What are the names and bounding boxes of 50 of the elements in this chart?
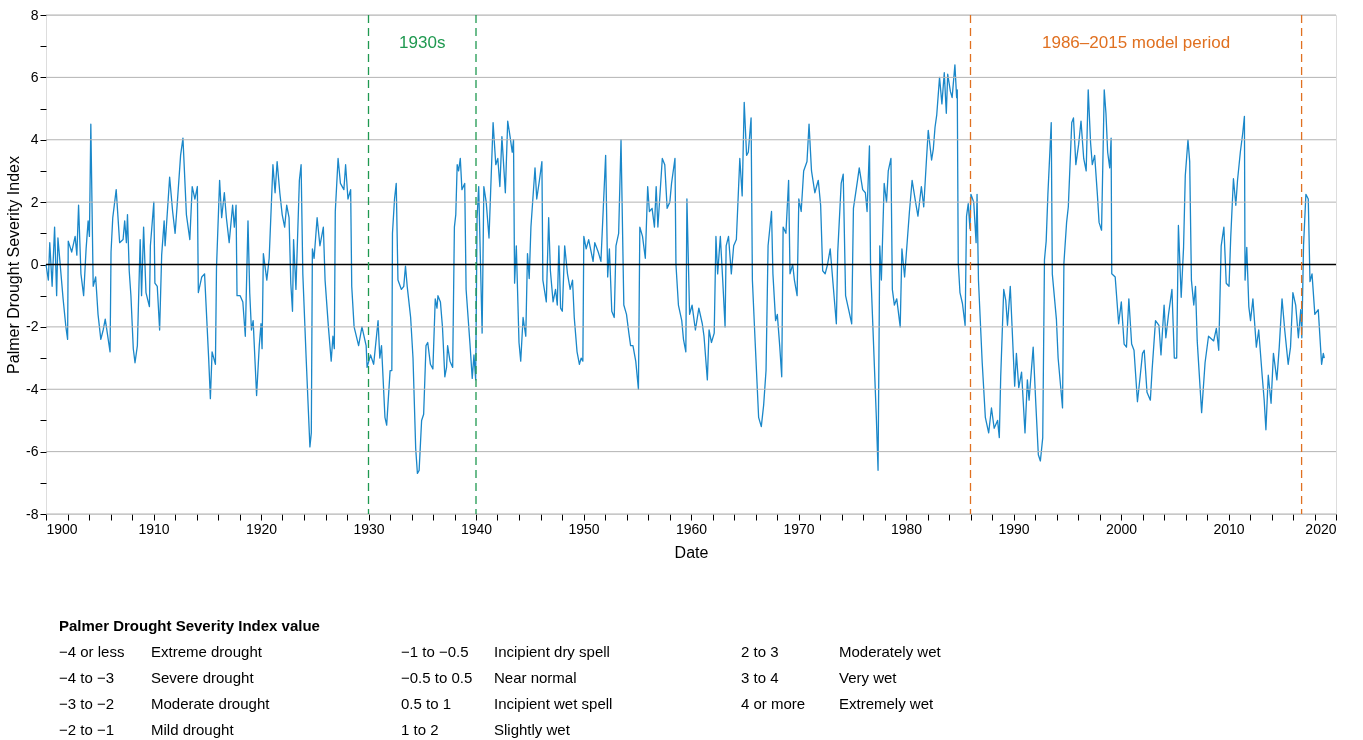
ref-line-label: 1930s [399,33,446,52]
text: −4 to −3 [59,669,115,686]
y-tick-label: 0 [30,256,39,272]
text: Slightly wet [494,721,571,738]
y-tick-label: 4 [30,131,39,148]
x-tick-label: 1950 [568,520,600,537]
text: 0.5 to 1 [401,695,452,712]
y-tick-label: -6 [26,443,39,460]
text: Palmer Drought Severity Index value [59,617,320,634]
text: 3 to 4 [741,669,779,686]
x-tick-label: 1920 [245,520,278,537]
line-series [45,64,1325,475]
text: Near normal [494,669,577,686]
y-tick-label: -4 [26,380,39,397]
text: Moderate drought [151,695,271,712]
x-tick-label: 2000 [1105,520,1138,537]
y-tick-label: 8 [30,6,39,23]
y-axis-title: Palmer Drought Severity Index [5,156,23,374]
text: Incipient wet spell [494,695,613,712]
x-tick-label: 1930 [353,520,385,537]
y-tick-label: 2 [30,193,39,210]
text: Incipient dry spell [494,643,610,660]
text: −3 to −2 [59,695,115,712]
text: 2 to 3 [741,643,779,660]
y-tick-label: -8 [26,505,39,522]
x-tick-label: 1970 [783,520,815,537]
text: Extremely wet [839,695,935,712]
text: Mild drought [151,721,235,738]
x-tick-label: 1960 [675,520,708,537]
text: −4 or less [59,643,125,660]
x-tick-label: 2020 [1305,520,1337,537]
text: Extreme drought [151,643,263,660]
x-tick-label: 1910 [138,520,170,537]
x-axis-title: Date [674,543,709,561]
y-tick-label: -2 [26,318,39,335]
y-tick-label: 6 [30,68,39,85]
text: Severe drought [151,669,255,686]
text: Moderately wet [839,643,942,660]
text: −2 to −1 [59,721,115,738]
x-tick-label: 1990 [998,520,1030,537]
x-tick-label: 2010 [1213,520,1245,537]
text: 1 to 2 [401,721,439,738]
x-tick-label: 1980 [890,520,923,537]
x-tick-label: 1940 [460,520,493,537]
text: −0.5 to 0.5 [401,669,473,686]
x-tick-label: 1900 [46,520,78,537]
text: 4 or more [741,695,806,712]
text: −1 to −0.5 [401,643,469,660]
ref-line-label: 1986–2015 model period [1042,33,1231,52]
text: Very wet [839,669,898,686]
